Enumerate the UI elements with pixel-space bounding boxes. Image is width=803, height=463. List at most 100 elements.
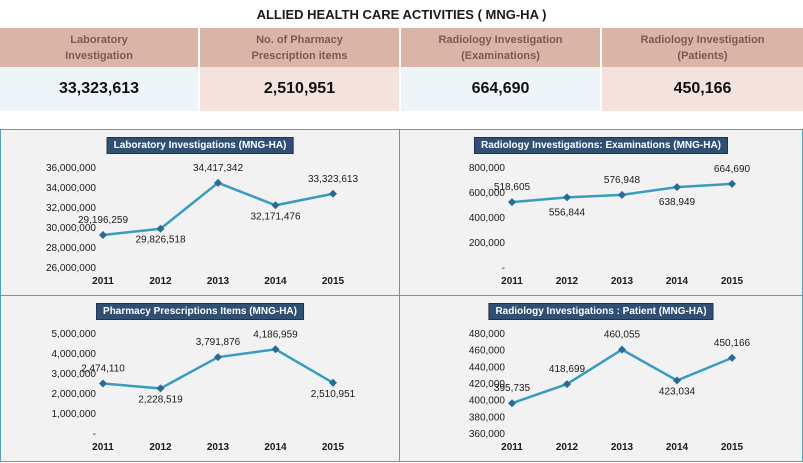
data-label: 638,949 xyxy=(659,197,696,208)
data-point xyxy=(99,231,107,240)
y-tick-label: 440,000 xyxy=(469,362,506,373)
chart-panel-radiology-exams: Radiology Investigations: Examinations (… xyxy=(399,129,803,296)
data-label: 29,826,518 xyxy=(135,235,185,246)
header-line: Laboratory xyxy=(70,33,128,46)
data-point xyxy=(329,378,337,387)
x-tick-label: 2013 xyxy=(611,276,634,287)
page-title: ALLIED HEALTH CARE ACTIVITIES ( MNG-HA ) xyxy=(0,0,803,29)
y-tick-label: 4,000,000 xyxy=(52,349,97,360)
x-tick-label: 2012 xyxy=(149,442,172,453)
y-tick-label: 420,000 xyxy=(469,379,506,390)
chart-title: Radiology Investigations: Examinations (… xyxy=(473,137,729,154)
summary-header-radiology-patients: Radiology Investigation (Patients) xyxy=(602,28,803,67)
data-point xyxy=(618,190,626,199)
header-line: Prescription items xyxy=(251,49,348,62)
data-label: 395,735 xyxy=(494,383,531,394)
chart-panel-radiology-patients: Radiology Investigations : Patient (MNG-… xyxy=(399,295,803,462)
summary-header-pharmacy: No. of Pharmacy Prescription items xyxy=(200,28,401,67)
data-label: 34,417,342 xyxy=(193,163,243,174)
data-point xyxy=(329,189,337,198)
y-tick-label: 480,000 xyxy=(469,329,506,340)
y-tick-label: 460,000 xyxy=(469,346,506,357)
summary-header-radiology-exams: Radiology Investigation (Examinations) xyxy=(401,28,602,67)
data-point xyxy=(99,379,107,388)
data-label: 4,186,959 xyxy=(253,329,298,340)
data-point xyxy=(271,201,280,210)
data-label: 2,228,519 xyxy=(138,394,183,405)
x-tick-label: 2012 xyxy=(149,276,172,287)
data-label: 450,166 xyxy=(714,338,751,349)
y-tick-label: 3,000,000 xyxy=(52,369,97,380)
x-tick-label: 2014 xyxy=(264,442,287,453)
data-point xyxy=(728,353,736,362)
data-point xyxy=(563,380,571,389)
y-tick-label: 400,000 xyxy=(469,213,506,224)
data-label: 2,474,110 xyxy=(81,364,125,375)
header-line: Radiology Investigation xyxy=(640,33,765,46)
y-tick-label: 800,000 xyxy=(469,163,506,174)
y-tick-label: - xyxy=(93,429,96,440)
data-point xyxy=(563,193,571,202)
summary-header-lab: Laboratory Investigation xyxy=(0,28,200,67)
x-tick-label: 2011 xyxy=(92,276,114,287)
y-tick-label: 2,000,000 xyxy=(52,389,97,400)
data-label: 518,605 xyxy=(494,182,531,193)
summary-value-row: 33,323,613 2,510,951 664,690 450,166 xyxy=(0,67,803,111)
x-tick-label: 2013 xyxy=(611,442,634,453)
data-label: 2,510,951 xyxy=(311,389,356,400)
summary-value-pharmacy: 2,510,951 xyxy=(200,67,401,111)
x-tick-label: 2011 xyxy=(92,442,114,453)
header-line: Investigation xyxy=(65,49,133,62)
y-tick-label: 600,000 xyxy=(469,188,506,199)
data-label: 423,034 xyxy=(659,386,696,397)
chart-title: Pharmacy Prescriptions Items (MNG-HA) xyxy=(96,303,304,320)
data-point xyxy=(214,178,222,187)
y-tick-label: 1,000,000 xyxy=(52,409,97,420)
x-tick-label: 2014 xyxy=(666,442,689,453)
chart-panel-pharmacy: Pharmacy Prescriptions Items (MNG-HA) - 1… xyxy=(0,295,400,462)
data-point xyxy=(214,353,222,362)
series-line xyxy=(511,348,733,405)
x-tick-label: 2015 xyxy=(721,276,744,287)
chart-title: Radiology Investigations : Patient (MNG-… xyxy=(488,303,714,320)
data-label: 664,690 xyxy=(714,164,751,175)
summary-value-radiology-patients: 450,166 xyxy=(602,67,803,111)
summary-value-lab: 33,323,613 xyxy=(0,67,200,111)
y-tick-label: 380,000 xyxy=(469,412,506,423)
data-point xyxy=(156,224,165,233)
x-tick-label: 2015 xyxy=(322,276,345,287)
data-point xyxy=(508,399,516,408)
spacer xyxy=(0,111,803,129)
data-point xyxy=(156,384,165,393)
data-label: 418,699 xyxy=(549,364,586,375)
y-tick-label: 34,000,000 xyxy=(46,183,96,194)
chart-svg: 26,000,000 28,000,000 30,000,000 32,000,000… xyxy=(46,163,359,287)
y-tick-label: 32,000,000 xyxy=(46,203,96,214)
chart-svg: - 1,000,000 2,000,000 3,000,000 4,000,000 5,0… xyxy=(52,329,356,453)
x-tick-label: 2013 xyxy=(207,442,230,453)
x-tick-label: 2013 xyxy=(207,276,230,287)
data-label: 3,791,876 xyxy=(196,337,241,348)
data-label: 32,171,476 xyxy=(250,211,300,222)
x-tick-label: 2012 xyxy=(556,276,579,287)
header-line: (Examinations) xyxy=(461,49,540,62)
y-tick-label: 26,000,000 xyxy=(46,263,96,274)
data-label: 460,055 xyxy=(604,330,641,341)
data-label: 29,196,259 xyxy=(78,215,128,226)
data-point xyxy=(673,376,681,385)
header-line: No. of Pharmacy xyxy=(256,33,343,46)
x-tick-label: 2012 xyxy=(556,442,579,453)
y-tick-label: 360,000 xyxy=(469,429,506,440)
header-line: Radiology Investigation xyxy=(438,33,563,46)
data-point xyxy=(508,198,516,207)
data-point xyxy=(673,183,681,192)
chart-svg: - 200,000 400,000 600,000 800,000 2011 2012 201… xyxy=(469,163,751,287)
data-point xyxy=(271,345,280,354)
x-tick-label: 2011 xyxy=(501,442,523,453)
x-tick-label: 2015 xyxy=(721,442,744,453)
y-tick-label: 200,000 xyxy=(469,238,506,249)
chart-title: Laboratory Investigations (MNG-HA) xyxy=(106,137,294,154)
x-tick-label: 2014 xyxy=(666,276,689,287)
y-tick-label: 30,000,000 xyxy=(46,223,96,234)
y-tick-label: 5,000,000 xyxy=(52,329,97,340)
